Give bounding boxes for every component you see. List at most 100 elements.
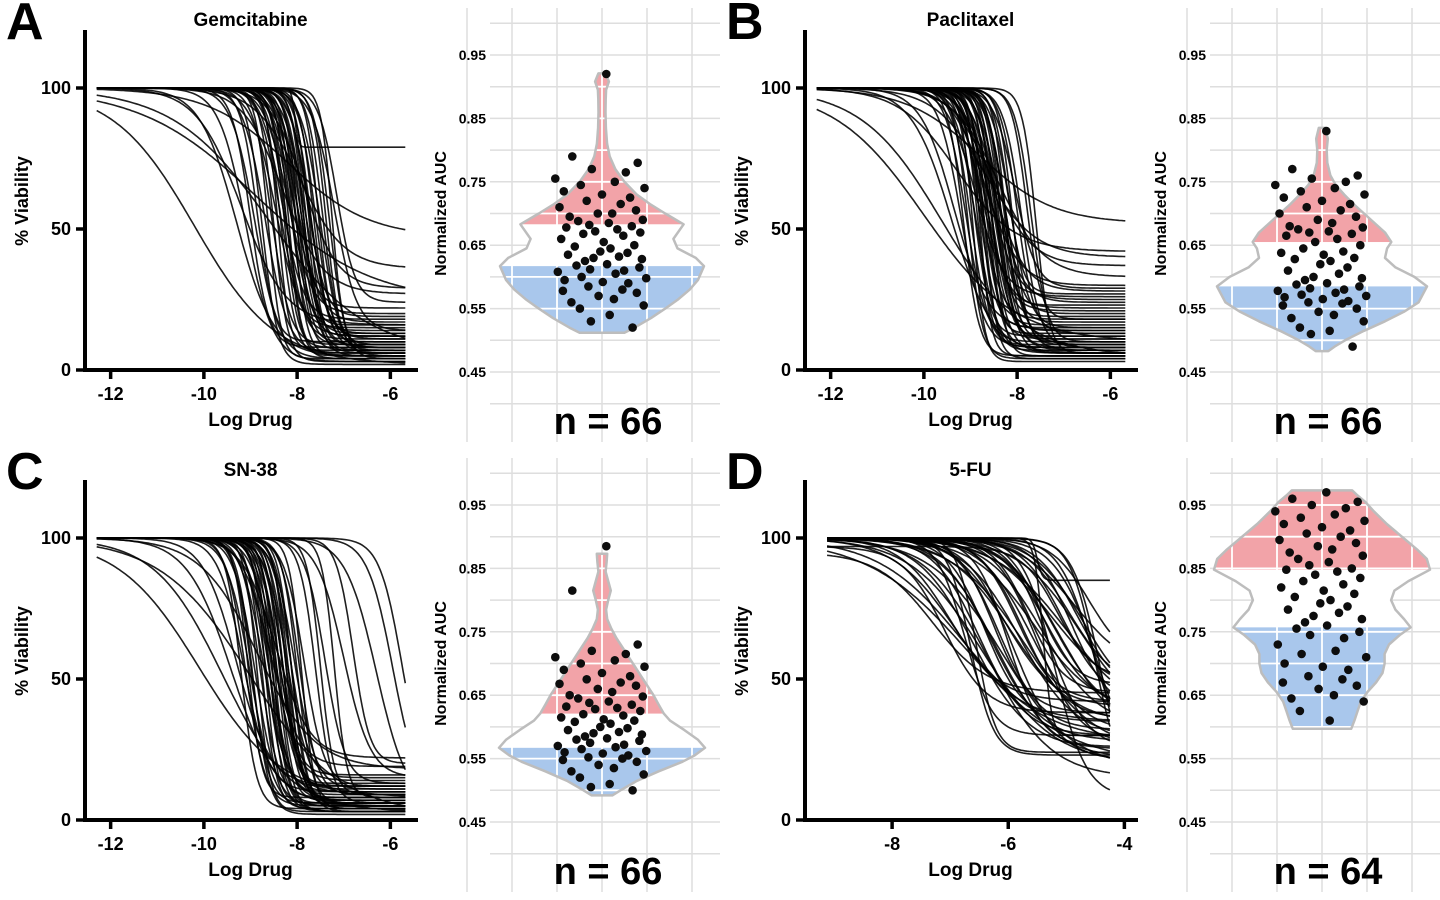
dose-response-plot-paclitaxel: 0 50 100 -12 -10 -8 -6 Paclitaxel % Viability Log… — [720, 0, 1150, 450]
auc-points — [1271, 488, 1371, 725]
auc-point — [602, 541, 611, 551]
auc-tick-label: 0.85 — [459, 560, 486, 576]
dose-response-curve — [96, 87, 406, 332]
violin-y-axis-title: Normalized AUC — [433, 151, 450, 276]
auc-point — [1344, 665, 1353, 675]
auc-point — [1279, 193, 1289, 202]
auc-point — [1317, 522, 1327, 532]
auc-point — [1360, 190, 1369, 199]
auc-point — [636, 228, 645, 237]
auc-point — [597, 668, 607, 678]
dose-response-curves — [96, 87, 406, 366]
auc-point — [1295, 706, 1305, 716]
auc-point — [575, 304, 585, 313]
dose-response-curve — [96, 87, 406, 357]
dose-response-curves — [816, 87, 1126, 363]
auc-point — [568, 586, 577, 595]
auc-point — [1325, 716, 1334, 725]
auc-points — [551, 541, 651, 795]
auc-point — [1319, 586, 1328, 595]
auc-point — [568, 152, 577, 161]
auc-point — [559, 665, 569, 675]
auc-tick-label: 0.75 — [459, 624, 486, 640]
auc-tick-label: 0.85 — [1179, 560, 1206, 576]
auc-point — [1341, 177, 1351, 187]
y-tick-label: 100 — [761, 78, 791, 98]
auc-tick-label: 0.95 — [1179, 497, 1206, 513]
auc-point — [562, 223, 571, 232]
auc-point — [585, 265, 595, 274]
dose-response-curve — [827, 540, 1111, 759]
auc-point — [559, 187, 569, 196]
auc-point — [1309, 272, 1318, 282]
auc-point — [628, 323, 637, 332]
auc-point — [1333, 567, 1342, 576]
auc-point — [631, 206, 641, 215]
dose-response-plot-gemcitabine: 0 50 100 -12 -10 -8 -6 Gemcitabine % Viability Lo… — [0, 0, 430, 450]
plot-title: SN-38 — [224, 460, 278, 481]
plot-title: 5-FU — [949, 460, 991, 481]
auc-tick-label: 0.65 — [459, 687, 486, 703]
auc-point — [1352, 681, 1362, 690]
auc-point — [1327, 545, 1337, 554]
auc-point — [1295, 323, 1305, 332]
auc-point — [1313, 541, 1323, 551]
auc-point — [576, 180, 586, 190]
auc-point — [1361, 652, 1371, 662]
auc-tick-label: 0.75 — [1179, 174, 1206, 190]
y-tick-label: 50 — [771, 219, 791, 239]
auc-point — [1280, 292, 1289, 302]
auc-point — [630, 240, 639, 250]
auc-point — [1322, 621, 1332, 630]
auc-point — [1330, 510, 1340, 519]
dose-response-curve — [96, 537, 406, 768]
auc-point — [607, 687, 617, 697]
auc-point — [1326, 595, 1335, 605]
dose-response-curve — [96, 87, 406, 326]
auc-point — [590, 227, 600, 236]
auc-point — [1278, 301, 1288, 310]
auc-point — [614, 252, 624, 261]
auc-point — [1285, 221, 1294, 231]
auc-point — [606, 719, 615, 728]
auc-point — [1341, 503, 1351, 513]
auc-point — [580, 256, 590, 266]
auc-tick-label: 0.45 — [1179, 364, 1206, 380]
x-axis-title: Log Drug — [928, 860, 1012, 881]
dose-response-svg: 0 50 100 -8 -6 -4 5-FU % Viability Log Drug — [732, 460, 1138, 881]
auc-point — [1355, 627, 1364, 637]
x-tick-label: -8 — [884, 834, 900, 854]
auc-tick-label: 0.45 — [459, 364, 486, 380]
y-tick-label: 100 — [41, 78, 71, 98]
dose-response-curve — [816, 88, 1126, 222]
auc-point — [551, 174, 560, 183]
x-tick-label: -8 — [289, 384, 305, 404]
auc-point — [1322, 126, 1331, 136]
auc-point — [586, 782, 596, 792]
auc-tick-label: 0.65 — [1179, 687, 1206, 703]
dose-response-curve — [827, 537, 1111, 791]
auc-point — [599, 715, 608, 724]
auc-point — [602, 259, 612, 269]
auc-point — [619, 231, 628, 240]
auc-point — [565, 212, 574, 221]
dose-response-curve — [96, 87, 406, 337]
auc-point — [1330, 183, 1340, 193]
auc-point — [1351, 538, 1361, 548]
auc-point — [1350, 253, 1359, 263]
dose-response-curve — [96, 109, 406, 364]
auc-point — [1280, 659, 1289, 668]
auc-point — [635, 263, 644, 272]
auc-point — [579, 709, 588, 719]
x-tick-label: -12 — [818, 384, 844, 404]
dose-response-curve — [96, 538, 406, 769]
panel-label-a: A — [6, 0, 44, 51]
auc-point — [570, 242, 580, 251]
auc-point — [590, 704, 600, 714]
auc-point — [623, 248, 632, 258]
dose-response-curve — [827, 546, 1110, 714]
violin-outline — [498, 72, 706, 334]
auc-point — [1338, 675, 1347, 684]
auc-point — [1297, 649, 1306, 659]
auc-point — [1304, 298, 1313, 307]
